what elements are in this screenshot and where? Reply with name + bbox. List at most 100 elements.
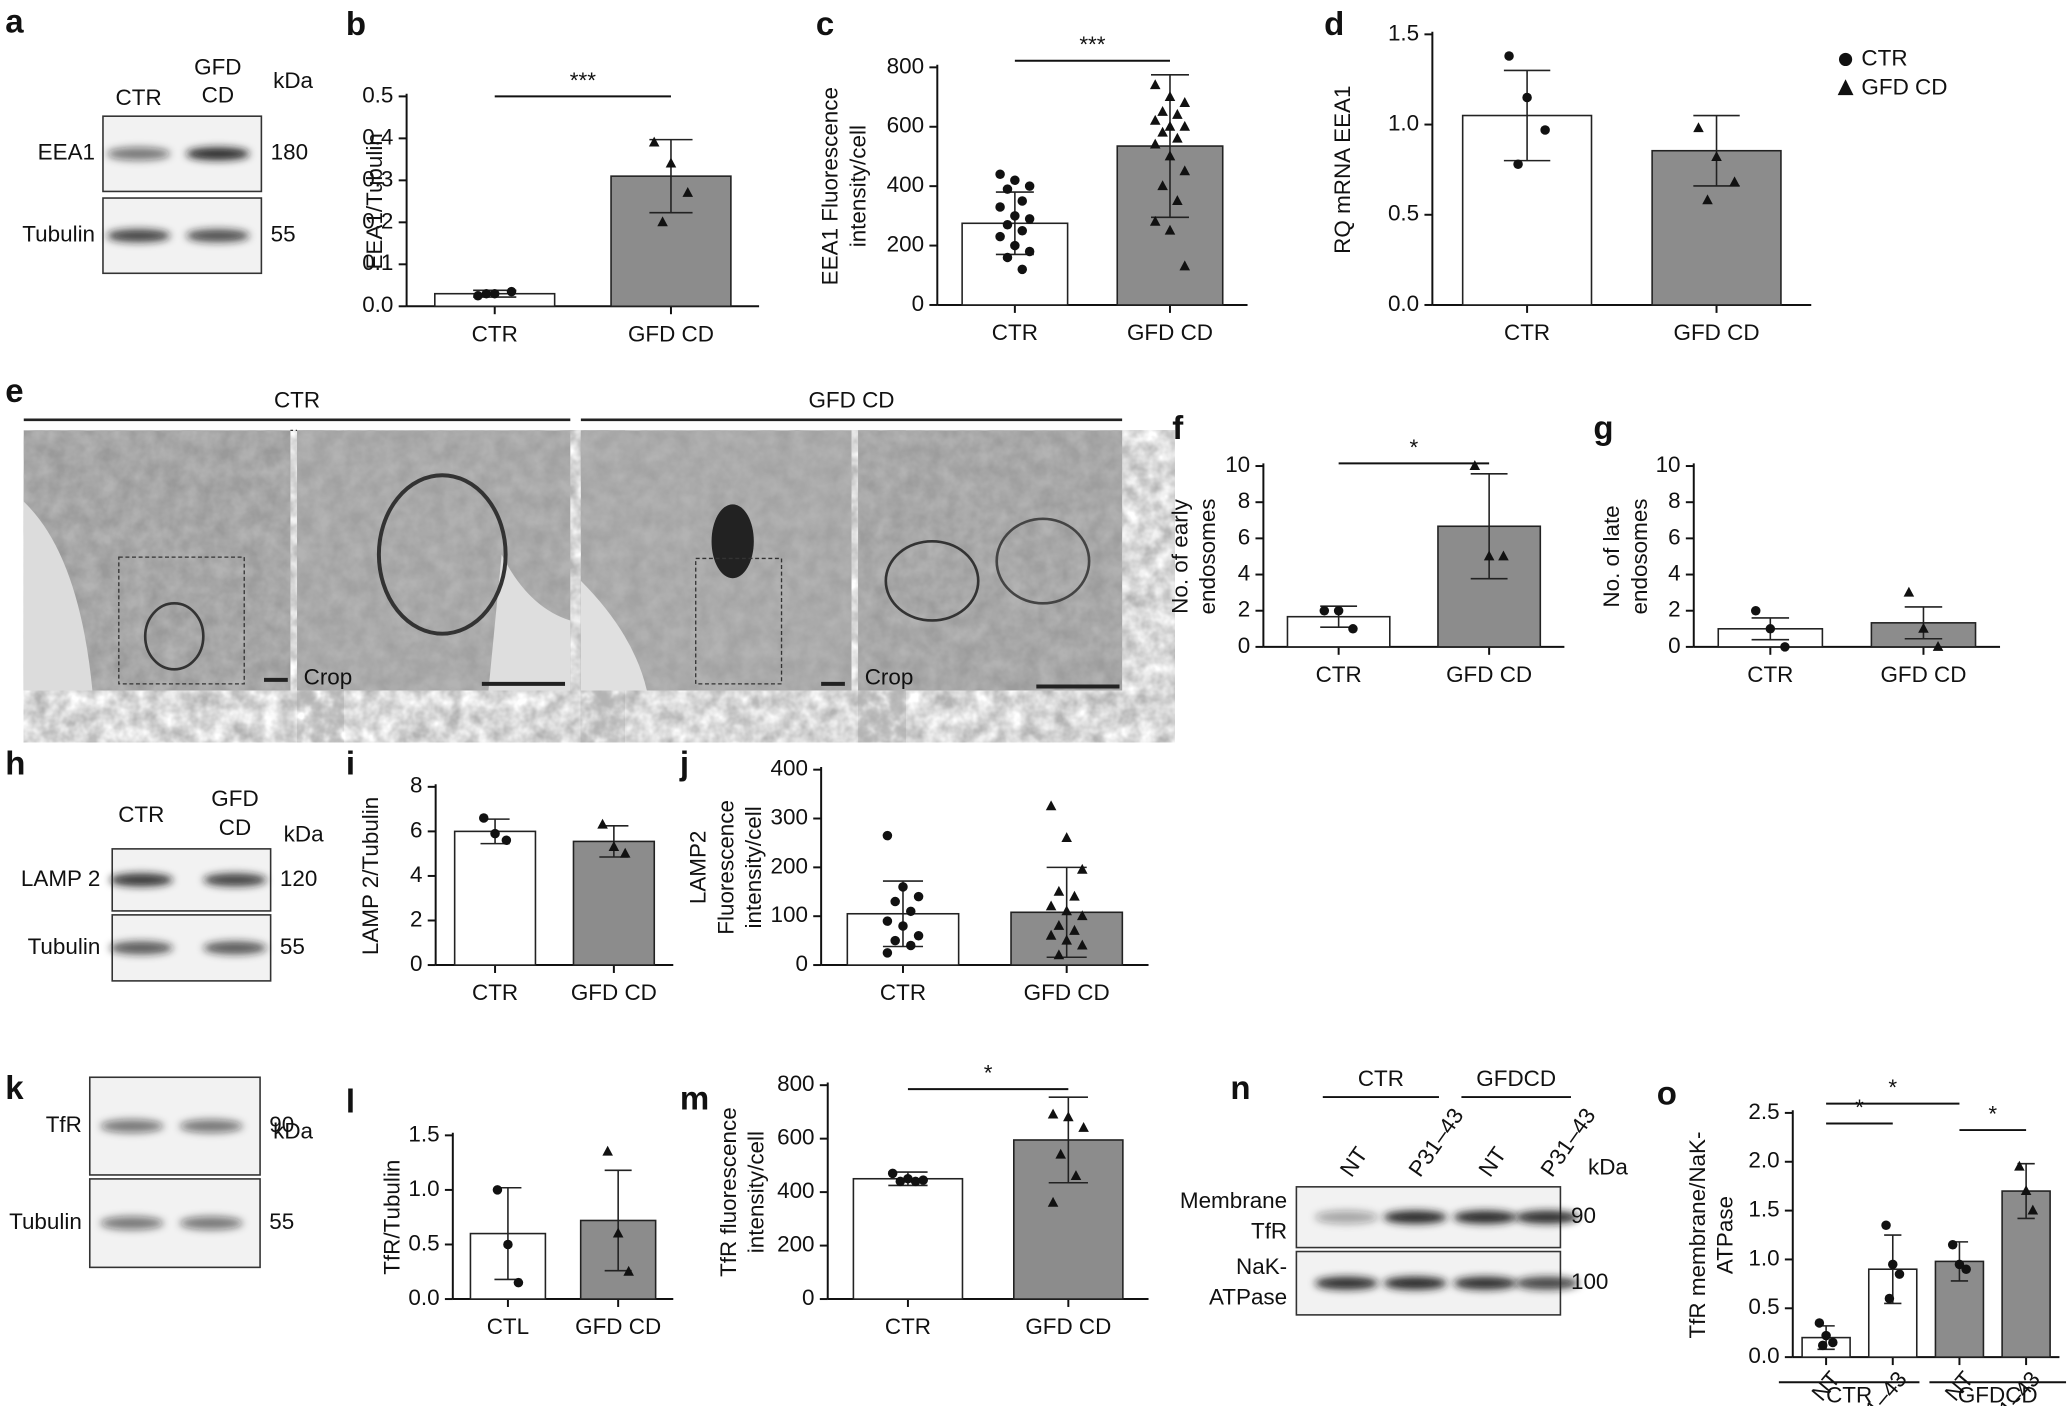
y-tick-label: 2 (410, 906, 422, 931)
x-tick-label: CTR (992, 320, 1038, 345)
row-label: EEA1 (38, 140, 95, 165)
data-point (1498, 550, 1509, 561)
data-point (608, 841, 620, 851)
kda-unit: kDa (273, 68, 313, 93)
lane-label: CTR (116, 85, 162, 110)
data-point (903, 1173, 913, 1184)
data-point (1702, 194, 1713, 205)
data-point (890, 935, 900, 946)
panel-letter: k (5, 1069, 24, 1106)
em-texture (858, 430, 1123, 691)
data-point (1149, 79, 1161, 90)
data-point (1469, 460, 1481, 470)
y-tick-label: 800 (777, 1071, 814, 1096)
data-point (503, 1239, 513, 1250)
data-point (1149, 138, 1161, 149)
endosome (995, 517, 1091, 605)
y-tick-label: 200 (777, 1232, 814, 1257)
y-axis-label: intensity/cell (744, 1131, 769, 1253)
data-point (1918, 622, 1929, 633)
y-tick-label: 800 (887, 53, 924, 78)
endosome (884, 539, 980, 622)
y-axis-label: EEA1 Fluorescence (818, 87, 843, 285)
data-point (481, 288, 492, 299)
blot-band (100, 1119, 164, 1133)
data-point (1157, 105, 1168, 116)
data-point (1172, 132, 1183, 143)
y-axis-label: TfR fluorescence (716, 1107, 741, 1277)
blot-band (1453, 1276, 1517, 1290)
data-point (1179, 97, 1191, 107)
y-tick-label: 1.5 (408, 1121, 439, 1146)
data-point (1053, 949, 1065, 960)
data-point (1061, 934, 1072, 945)
data-point (1010, 240, 1020, 251)
data-point (1814, 1318, 1825, 1328)
y-tick-label: 300 (770, 804, 807, 829)
y-tick-label: 0 (795, 951, 807, 976)
y-tick-label: 0.3 (362, 166, 393, 191)
x-tick-label: GFD CD (1024, 980, 1110, 1005)
data-point (1002, 252, 1013, 263)
y-tick-label: 0 (410, 951, 422, 976)
data-point (1780, 642, 1790, 652)
y-tick-label: 0.2 (362, 208, 393, 233)
data-point (1947, 1240, 1958, 1250)
significance-label: * (1988, 1101, 1997, 1126)
y-tick-label: 2.5 (1748, 1099, 1779, 1124)
y-tick-label: 0 (1668, 633, 1680, 658)
data-point (490, 828, 500, 839)
data-point (1881, 1220, 1891, 1231)
data-point (895, 1176, 906, 1187)
crop-label: Crop (304, 664, 353, 689)
row-label: Tubulin (28, 934, 101, 959)
y-axis-label: RQ mRNA EEA1 (1330, 85, 1355, 253)
data-point (882, 948, 893, 958)
y-tick-label: 4 (410, 862, 422, 887)
em-lumen (488, 554, 571, 691)
bar (1934, 1260, 1985, 1358)
data-point (597, 818, 608, 829)
y-tick-label: 0.5 (408, 1230, 439, 1255)
x-tick-label: GFD CD (1880, 662, 1966, 687)
data-point (1002, 184, 1013, 194)
crop-box (695, 557, 783, 685)
data-point (1828, 1337, 1838, 1348)
data-point (602, 1145, 613, 1156)
kda-value: 55 (271, 222, 296, 247)
legend-label: CTR (1861, 45, 1907, 70)
y-tick-label: 10 (1225, 452, 1250, 477)
data-point (1179, 120, 1191, 131)
crop-label: Crop (865, 664, 914, 689)
data-point (513, 1277, 524, 1288)
group-label: CTR (1358, 1066, 1404, 1091)
crop-box (118, 556, 245, 685)
legend-label: GFD CD (1861, 74, 1947, 99)
panel-letter: a (5, 3, 24, 40)
data-point (1932, 640, 1944, 651)
blot-band (1314, 1276, 1379, 1290)
panel-letter: e (5, 372, 23, 409)
y-axis-label: TfR membrane/NaK- (1685, 1132, 1710, 1339)
y-tick-label: 8 (410, 773, 422, 798)
y-axis-label: EEA1/Tubulin (362, 133, 387, 269)
data-point (1045, 929, 1057, 940)
data-point (1045, 800, 1057, 811)
data-point (2020, 1185, 2032, 1196)
data-point (1061, 905, 1072, 916)
data-point (612, 1227, 624, 1238)
data-point (648, 136, 660, 147)
data-point (619, 847, 631, 858)
data-point (1069, 924, 1080, 935)
y-tick-label: 400 (777, 1178, 814, 1203)
kda-value: 180 (271, 140, 308, 165)
significance-label: * (1888, 1075, 1897, 1100)
x-tick-label: CTR (885, 1314, 931, 1339)
data-point (1693, 122, 1704, 133)
data-point (910, 1176, 921, 1187)
data-point (1348, 624, 1358, 634)
lane-label: CTR (118, 802, 164, 827)
data-point (1063, 1111, 1074, 1122)
x-tick-label: CTR (472, 980, 518, 1005)
y-tick-label: 0.4 (362, 124, 393, 149)
